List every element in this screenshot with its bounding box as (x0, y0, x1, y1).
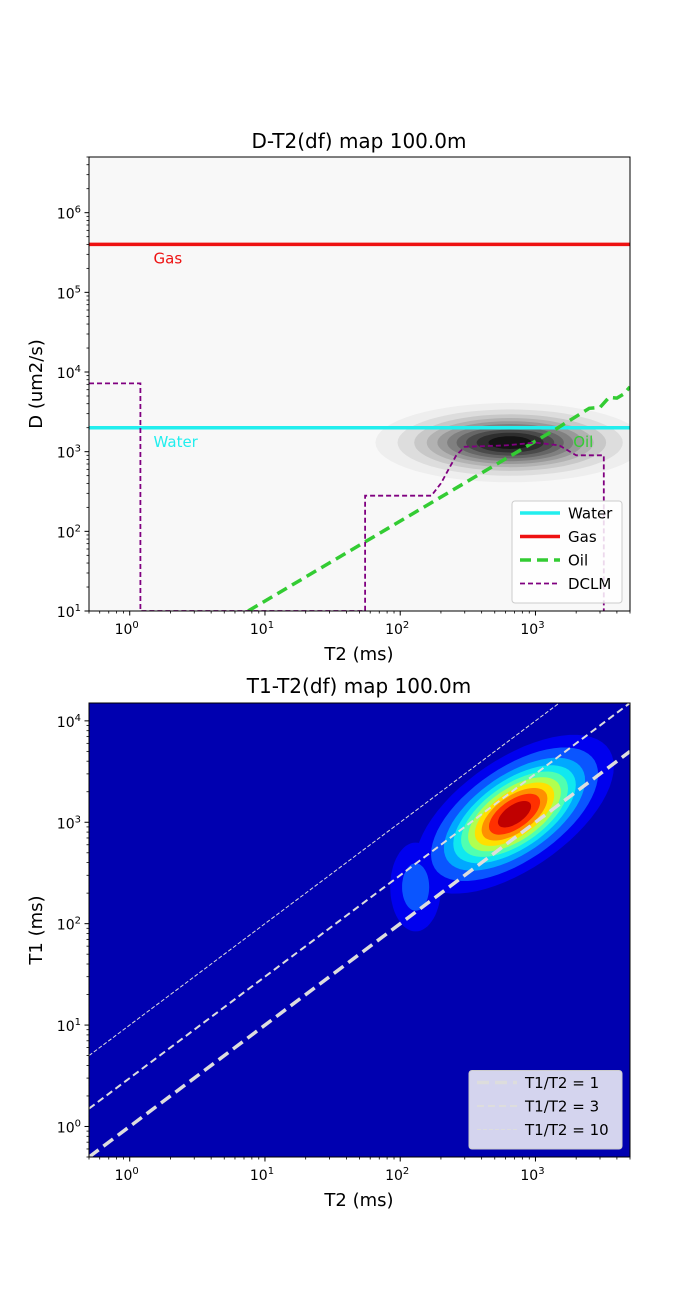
t1-t2-panel: T1-T2(df) map 100.0m 100 101 102 103 100 101… (26, 674, 631, 1211)
d-t2-x-tick-label: 100 (115, 620, 139, 638)
d-t2-x-axis-label: T2 (ms) (323, 644, 393, 665)
t1-t2-x-tick-label: 103 (520, 1166, 544, 1184)
d-t2-annotation-oil: Oil (573, 433, 593, 451)
t1-t2-density-contours (390, 734, 614, 932)
t1-t2-series-t1-t2-1 (89, 749, 630, 1157)
t1-t2-x-axis-label: T2 (ms) (323, 1190, 393, 1211)
t1-t2-title: T1-T2(df) map 100.0m (246, 674, 472, 698)
t1-t2-legend: T1/T2 = 1 T1/T2 = 3 T1/T2 = 10 (468, 1070, 623, 1150)
t1-t2-y-tick-label: 102 (57, 916, 81, 934)
t1-t2-x-ticks: 100 101 102 103 (88, 1157, 631, 1184)
d-t2-y-ticks: 101 102 103 104 105 106 (57, 156, 89, 621)
t1-t2-legend-label-t1-t2-3: T1/T2 = 3 (524, 1098, 599, 1116)
d-t2-series-oil (247, 385, 630, 611)
d-t2-series (89, 242, 630, 611)
d-t2-legend-label-oil: Oil (568, 552, 588, 570)
d-t2-legend-label-gas: Gas (568, 528, 597, 546)
d-t2-legend: Water Gas Oil DCLM (511, 500, 623, 604)
d-t2-series-dclm (89, 382, 605, 611)
d-t2-x-tick-label: 101 (250, 620, 274, 638)
t1-t2-y-tick-label: 103 (57, 814, 81, 832)
t1-t2-y-tick-label: 104 (57, 713, 81, 731)
t1-t2-series (89, 703, 630, 1157)
t1-t2-contour-level-10-peak-1 (497, 801, 532, 828)
d-t2-y-tick-label: 103 (57, 444, 81, 462)
d-t2-contour-level-10-peak-1 (488, 436, 532, 449)
d-t2-annotations: Gas Water Oil (154, 250, 594, 451)
t1-t2-series-t1-t2-10 (89, 703, 561, 1057)
d-t2-y-tick-label: 106 (57, 205, 81, 223)
d-t2-annotation-water: Water (154, 433, 199, 451)
d-t2-x-tick-label: 103 (520, 620, 544, 638)
t1-t2-y-tick-label: 101 (57, 1017, 81, 1035)
t1-t2-series-t1-t2-3 (89, 703, 630, 1110)
d-t2-y-tick-label: 105 (57, 284, 81, 302)
t1-t2-legend-label-t1-t2-1: T1/T2 = 1 (524, 1074, 599, 1092)
d-t2-legend-box (511, 500, 623, 604)
d-t2-y-axis-label: D (um2/s) (26, 339, 47, 428)
t1-t2-y-axis-label: T1 (ms) (26, 895, 47, 965)
d-t2-y-tick-label: 102 (57, 523, 81, 541)
d-t2-legend-label-dclm: DCLM (568, 575, 611, 593)
t1-t2-legend-label-t1-t2-10: T1/T2 = 10 (524, 1121, 609, 1139)
t1-t2-y-tick-label: 100 (57, 1119, 81, 1137)
d-t2-x-ticks: 100 101 102 103 (88, 611, 631, 638)
t1-t2-contour-level-2-peak-2 (402, 863, 430, 911)
t1-t2-y-ticks: 100 101 102 103 104 (57, 713, 89, 1158)
d-t2-y-tick-label: 101 (57, 603, 81, 621)
d-t2-annotation-gas: Gas (154, 250, 183, 268)
d-t2-density-contours (375, 402, 630, 483)
d-t2-y-tick-label: 104 (57, 364, 81, 382)
d-t2-title: D-T2(df) map 100.0m (252, 129, 467, 153)
t1-t2-x-tick-label: 100 (115, 1166, 139, 1184)
d-t2-legend-label-water: Water (568, 505, 613, 523)
t1-t2-x-tick-label: 102 (385, 1166, 409, 1184)
t1-t2-x-tick-label: 101 (250, 1166, 274, 1184)
d-t2-x-tick-label: 102 (385, 620, 409, 638)
